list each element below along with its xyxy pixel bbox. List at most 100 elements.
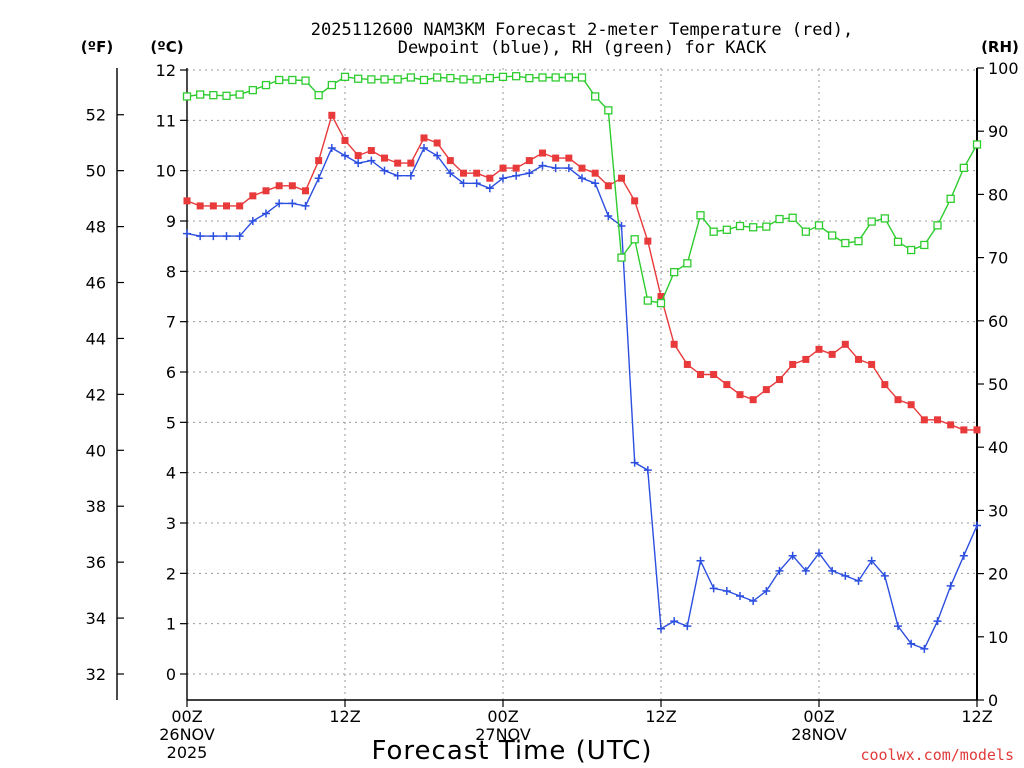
x-tick-label: 12Z	[329, 707, 360, 726]
temperature-point	[960, 426, 968, 434]
dewpoint-point	[499, 174, 507, 183]
temperature-point	[236, 202, 244, 210]
celsius-tick-label: 11	[156, 111, 176, 130]
temperature-point	[828, 350, 836, 358]
rh-point	[512, 72, 521, 81]
rh-point	[709, 227, 718, 236]
rh-point	[946, 194, 955, 203]
temperature-point	[710, 371, 718, 379]
fahrenheit-tick-label: 36	[86, 553, 106, 572]
rh-point	[643, 296, 652, 305]
dewpoint-point	[880, 571, 889, 580]
dewpoint-point	[749, 597, 758, 606]
temperature-point	[631, 197, 639, 205]
rh-point	[617, 253, 626, 262]
temperature-point	[539, 149, 546, 157]
dewpoint-point	[788, 551, 797, 560]
dewpoint-point	[973, 521, 981, 530]
temperature-point	[604, 182, 612, 190]
fahrenheit-tick-label: 48	[86, 218, 106, 237]
temperature-point	[209, 202, 217, 210]
rh-point	[591, 92, 600, 101]
chart-title-line: 2025112600 NAM3KM Forecast 2-meter Tempe…	[311, 20, 853, 40]
rh-point	[406, 73, 415, 82]
rh-tick-label: 10	[988, 628, 1008, 647]
dewpoint-point	[801, 566, 810, 575]
rh-point	[762, 222, 771, 231]
x-tick-label: 00Z	[803, 707, 834, 726]
celsius-unit-label: (ºC)	[150, 38, 183, 56]
rh-point	[485, 73, 494, 83]
temperature-point	[973, 426, 981, 434]
dewpoint-point	[854, 576, 863, 585]
dewpoint-point	[894, 622, 902, 631]
dewpoint-point	[815, 549, 823, 558]
rh-point	[577, 73, 587, 82]
rh-point	[735, 221, 745, 231]
dewpoint-point	[775, 566, 784, 575]
temperature-point	[881, 381, 889, 389]
dewpoint-point	[512, 171, 521, 180]
temperature-point	[183, 197, 191, 205]
rh-point	[288, 75, 297, 85]
rh-tick-label: 20	[988, 565, 1008, 584]
celsius-tick-label: 8	[166, 262, 176, 281]
dewpoint-point	[762, 586, 771, 595]
temperature-point	[552, 154, 560, 162]
x-tick-label: 26NOV	[159, 725, 215, 744]
temperature-point	[433, 139, 441, 147]
temperature-point	[420, 134, 428, 142]
dewpoint-point	[209, 232, 218, 241]
x-axis-title: Forecast Time (UTC)	[371, 736, 652, 766]
rh-point	[828, 231, 837, 240]
dewpoint-point	[736, 591, 744, 600]
dewpoint-point	[446, 169, 455, 178]
rh-point	[261, 80, 271, 90]
temperature-point	[815, 345, 823, 353]
dewpoint-point	[367, 156, 376, 165]
temperature-point	[341, 136, 349, 144]
x-tick-label: 2025	[167, 743, 208, 762]
temperature-point	[288, 182, 296, 190]
fahrenheit-tick-label: 44	[86, 329, 106, 348]
dewpoint-point	[564, 164, 573, 173]
temperature-point	[512, 164, 520, 172]
rh-point	[656, 298, 666, 308]
fahrenheit-tick-label: 32	[86, 665, 106, 684]
celsius-tick-label: 3	[166, 514, 176, 533]
dewpoint-point	[314, 174, 323, 183]
fahrenheit-tick-label: 52	[86, 106, 106, 125]
fahrenheit-tick-label: 42	[86, 385, 106, 404]
temperature-point	[736, 391, 744, 399]
rh-point	[314, 91, 323, 100]
dewpoint-point	[657, 624, 665, 633]
x-tick-label: 00Z	[171, 707, 202, 726]
rh-point	[498, 72, 508, 81]
dewpoint-point	[828, 566, 837, 575]
fahrenheit-tick-label: 50	[86, 162, 106, 181]
axis-layer	[116, 67, 984, 707]
dewpoint-point	[406, 171, 415, 180]
rh-point	[327, 80, 336, 90]
dewpoint-point	[538, 161, 547, 170]
dewpoint-point	[959, 551, 968, 560]
temperature-point	[697, 371, 704, 379]
rh-point	[196, 90, 205, 99]
celsius-tick-label: 1	[166, 615, 176, 634]
rh-point	[446, 73, 455, 83]
temperature-point	[565, 154, 573, 162]
series-temperature	[183, 111, 981, 434]
rh-point	[551, 73, 560, 82]
temperature-point	[302, 187, 309, 195]
x-tick-label: 00Z	[487, 707, 518, 726]
dewpoint-point	[235, 232, 244, 241]
temperature-point	[367, 147, 375, 155]
dewpoint-point	[275, 199, 284, 208]
rh-point	[749, 223, 758, 232]
rh-point	[459, 75, 468, 84]
dewpoint-point	[841, 571, 850, 580]
rh-tick-label: 70	[988, 249, 1008, 268]
temperature-point	[486, 174, 494, 182]
dewpoint-point	[591, 179, 600, 188]
